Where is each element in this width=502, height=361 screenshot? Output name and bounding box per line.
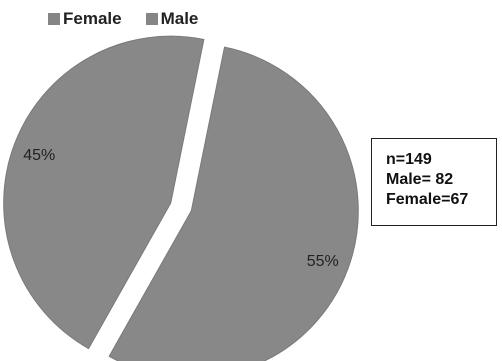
legend-item-female: Female [48, 9, 122, 29]
legend-swatch-female [48, 13, 60, 25]
sample-stats-box: n=149 Male= 82 Female=67 [371, 138, 497, 226]
legend-swatch-male [145, 13, 158, 25]
legend: Female Male [48, 9, 222, 29]
stats-line-total: n=149 [386, 151, 432, 168]
legend-label-female: Female [63, 9, 122, 28]
pie-slice-male [108, 46, 359, 361]
stats-line-female: Female=67 [386, 191, 469, 208]
legend-item-male: Male [145, 9, 199, 29]
pie-slice-female [3, 35, 205, 350]
slice-label-female: 45% [23, 147, 55, 164]
stats-line-male: Male= 82 [386, 171, 454, 188]
slice-label-male: 55% [307, 253, 339, 270]
legend-label-male: Male [160, 9, 199, 28]
